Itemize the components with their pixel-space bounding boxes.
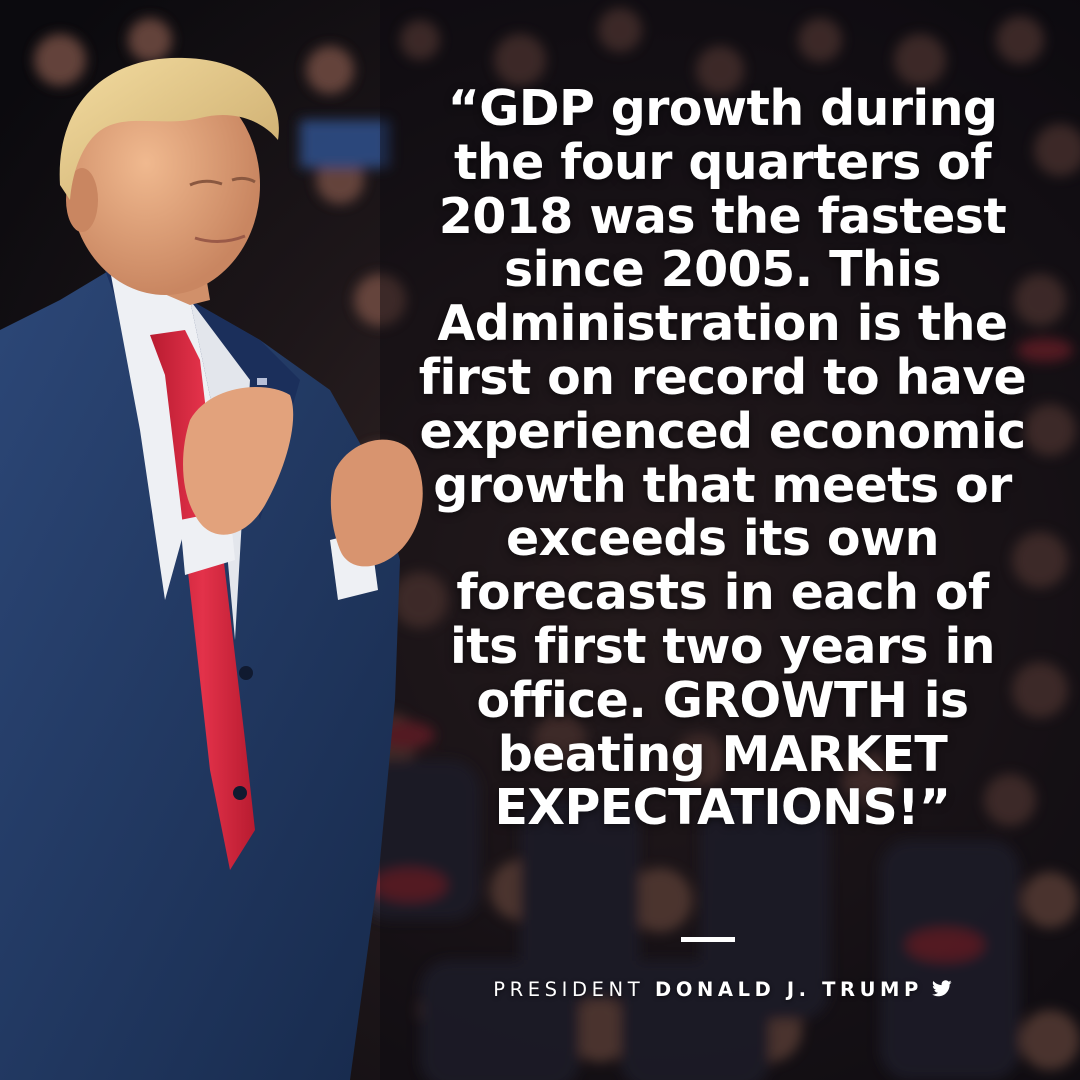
quote-text: “GDP growth during the four quarters of …: [390, 82, 1055, 835]
divider: [681, 937, 735, 942]
quote-line: growth that meets or: [433, 456, 1012, 514]
attribution-name: DONALD J. TRUMP: [655, 978, 923, 1001]
twitter-bird-icon: [931, 980, 952, 997]
quote-line: Administration is the: [437, 295, 1008, 353]
quote-line: office. GROWTH is: [476, 671, 970, 729]
quote-line: since 2005. This: [504, 241, 942, 299]
attribution-title: PRESIDENT: [493, 978, 645, 1001]
quote-line: the four quarters of: [454, 133, 992, 191]
quote-line: beating MARKET: [497, 725, 948, 783]
quote-line: its first two years in: [450, 617, 996, 675]
quote-line: exceeds its own: [506, 510, 940, 568]
quote-line: first on record to have: [418, 348, 1027, 406]
quote-line: 2018 was the fastest: [438, 187, 1007, 245]
quote-line: EXPECTATIONS!”: [494, 779, 951, 837]
quote-line: experienced economic: [419, 402, 1026, 460]
attribution: PRESIDENT DONALD J. TRUMP: [390, 978, 1055, 1001]
quote-line: “GDP growth during: [447, 80, 998, 137]
quote-line: forecasts in each of: [456, 564, 989, 622]
